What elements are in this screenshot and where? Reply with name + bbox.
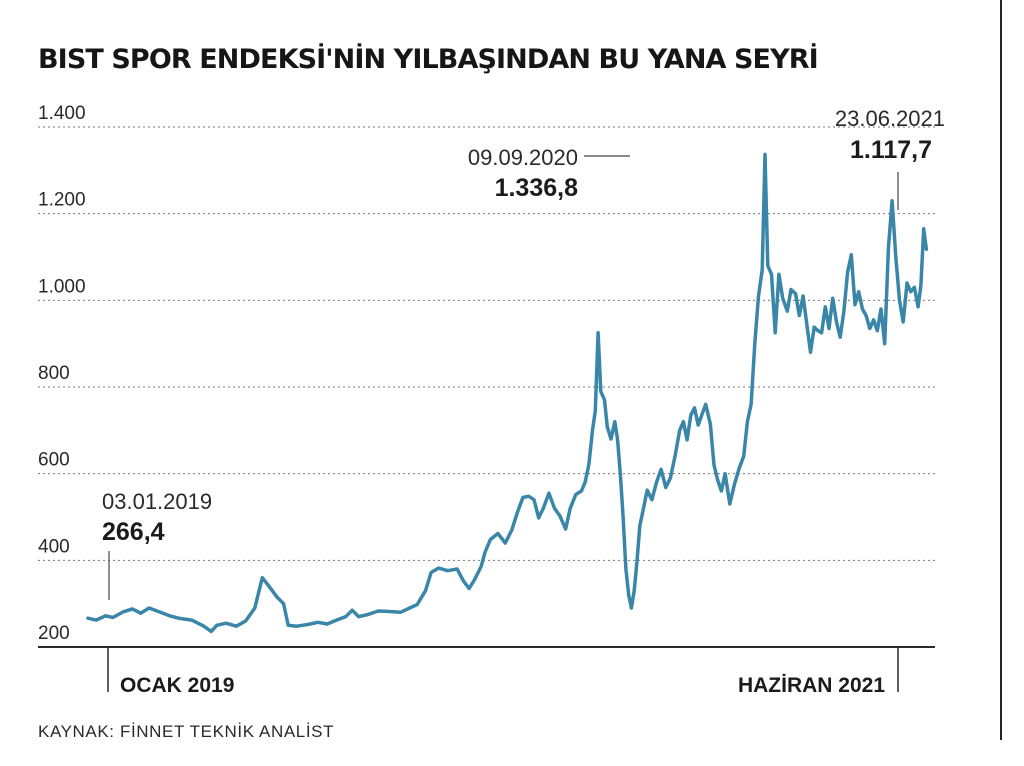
y-tick-label: 1.000 (38, 276, 86, 297)
series-layer (86, 152, 929, 634)
y-tick-label: 400 (38, 536, 70, 557)
source-note: KAYNAK: FİNNET TEKNİK ANALİST (38, 722, 335, 741)
series-line (86, 152, 929, 634)
annotation-value: 1.336,8 (495, 174, 579, 202)
annotation-date: 23.06.2021 (835, 106, 945, 131)
annotations: 03.01.2019 266,4 09.09.2020 1.336,8 23.06.20… (102, 106, 945, 600)
y-tick-label: 200 (38, 623, 70, 644)
y-tick-label: 600 (38, 450, 70, 471)
divider-rule (1000, 0, 1002, 740)
chart-title: BIST SPOR ENDEKSİ'NİN YILBAŞINDAN BU YAN… (38, 44, 819, 75)
annotation-date: 03.01.2019 (102, 489, 212, 514)
y-tick-label: 1.200 (38, 190, 86, 211)
y-axis: 200 400 600 800 1.000 1.200 1.400 (38, 103, 86, 644)
annotation-date: 09.09.2020 (468, 145, 578, 170)
y-tick-label: 1.400 (38, 103, 86, 124)
annotation-value: 266,4 (102, 518, 165, 546)
x-axis-categories: OCAK 2019 HAZİRAN 2021 (107, 647, 899, 697)
y-tick-label: 800 (38, 363, 70, 384)
x-category-label: HAZİRAN 2021 (738, 674, 885, 697)
annotation-value: 1.117,7 (850, 136, 932, 164)
x-category-label: OCAK 2019 (120, 674, 234, 697)
